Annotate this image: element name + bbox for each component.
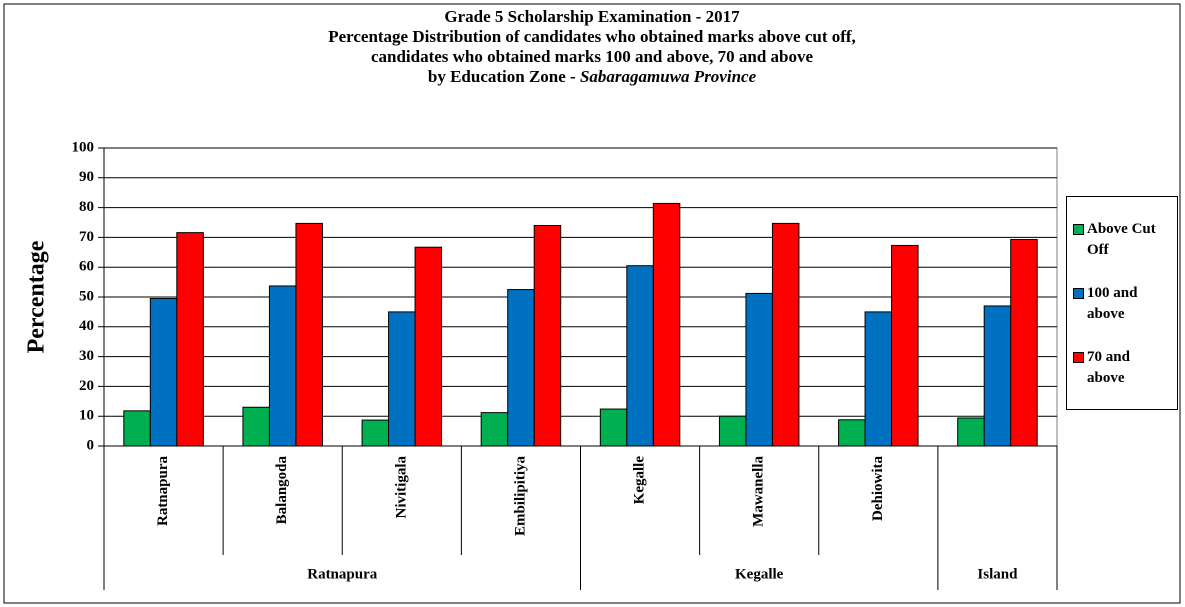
bar xyxy=(480,412,509,447)
legend-label: Above Cut Off xyxy=(1087,221,1156,258)
bar xyxy=(242,406,270,447)
bar xyxy=(838,419,866,447)
y-axis-label: Percentage xyxy=(24,240,50,353)
group-label: Island xyxy=(977,566,1018,582)
bar xyxy=(361,419,390,447)
bar xyxy=(599,408,628,447)
chart-title-line: Percentage Distribution of candidates wh… xyxy=(328,27,856,46)
bar xyxy=(176,232,204,447)
bar xyxy=(149,297,178,447)
y-tick-label: 40 xyxy=(79,318,94,334)
chart-title: candidates who obtained marks 100 and ab… xyxy=(371,47,814,66)
legend: Above Cut Off 100 and above 70 and above xyxy=(1066,196,1178,410)
bar xyxy=(718,415,747,447)
bar xyxy=(123,410,151,447)
y-tick-label: 80 xyxy=(79,199,94,215)
y-tick-label: 70 xyxy=(79,229,94,245)
y-tick-label: 100 xyxy=(72,139,95,155)
x-tick-label: Ratnapura xyxy=(155,456,171,527)
x-tick-label: Balangoda xyxy=(274,456,290,525)
bar xyxy=(414,246,443,447)
bar xyxy=(388,311,416,447)
chart-title: by Education Zone - Sabaragamuwa Provinc… xyxy=(428,67,757,86)
x-tick-label: Embilipitiya xyxy=(512,456,528,537)
bar xyxy=(268,285,297,447)
bar xyxy=(652,202,681,447)
bar xyxy=(771,222,800,447)
y-tick-label: 60 xyxy=(79,259,94,275)
y-tick-label: 50 xyxy=(79,288,94,304)
x-tick-label: Kegalle xyxy=(632,456,648,505)
bar xyxy=(891,244,919,447)
legend-label: 100 and above xyxy=(1087,285,1138,322)
chart-title-line: candidates who obtained marks 100 and ab… xyxy=(371,47,814,66)
legend-item: Above Cut Off xyxy=(1073,219,1173,261)
legend-label: 70 and above xyxy=(1087,349,1130,386)
x-tick-label: Mawanella xyxy=(751,456,767,527)
chart-title-emphasis: Sabaragamuwa Province xyxy=(580,67,757,86)
chart-title: Grade 5 Scholarship Examination - 2017 xyxy=(444,7,740,26)
bar xyxy=(507,289,535,447)
legend-swatch xyxy=(1073,224,1084,235)
legend-item: 70 and above xyxy=(1073,347,1173,389)
x-tick-label: Nivitigala xyxy=(393,456,409,519)
legend-swatch xyxy=(1073,352,1084,363)
y-tick-label: 0 xyxy=(87,437,95,453)
chart-title-line: by Education Zone - xyxy=(428,67,580,86)
y-tick-label: 10 xyxy=(79,408,94,424)
chart-title-line: Grade 5 Scholarship Examination - 2017 xyxy=(444,7,740,26)
legend-item: 100 and above xyxy=(1073,283,1173,325)
bar xyxy=(864,311,893,447)
bar xyxy=(533,224,562,447)
x-tick-label: Dehiowita xyxy=(870,456,886,521)
group-label: Kegalle xyxy=(735,566,784,582)
bar xyxy=(1010,238,1038,447)
legend-swatch xyxy=(1073,288,1084,299)
y-tick-label: 30 xyxy=(79,348,94,364)
bar xyxy=(745,292,773,447)
y-tick-label: 90 xyxy=(79,169,94,185)
chart-title: Percentage Distribution of candidates wh… xyxy=(328,27,856,46)
bar xyxy=(626,265,654,447)
bar xyxy=(957,417,985,447)
y-tick-label: 20 xyxy=(79,378,94,394)
group-label: Ratnapura xyxy=(307,566,378,582)
bar xyxy=(295,222,323,447)
bar xyxy=(983,305,1012,447)
